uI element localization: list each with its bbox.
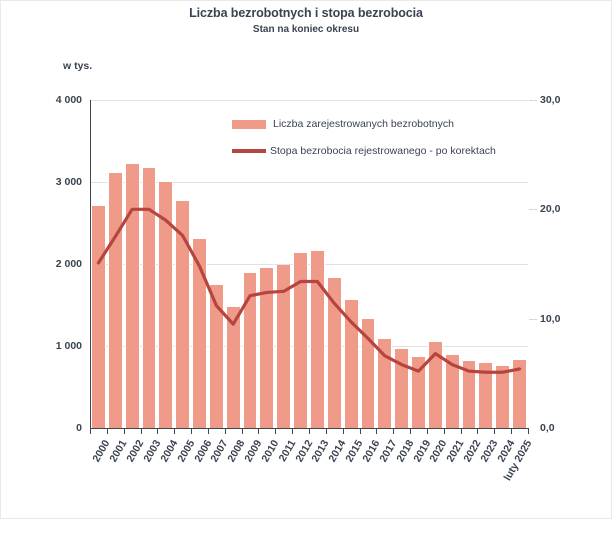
legend-item-bars: Liczba zarejestrowanych bezrobotnych	[232, 118, 496, 130]
x-axis-tick	[224, 428, 226, 434]
x-axis-tick	[174, 428, 176, 434]
x-axis-tick	[410, 428, 412, 434]
x-axis-tick	[359, 428, 361, 434]
x-axis-tick	[191, 428, 193, 434]
bar	[225, 307, 241, 428]
y-axis-left-tick-label: 0	[76, 422, 82, 434]
bar-series	[90, 100, 528, 428]
y-axis-right-tick	[529, 209, 537, 211]
legend-label-line: Stopa bezrobocia rejestrowanego - po kor…	[270, 145, 496, 157]
x-axis-tick	[494, 428, 496, 434]
x-axis-tick	[106, 428, 108, 434]
bar	[461, 361, 477, 428]
legend-label-bars: Liczba zarejestrowanych bezrobotnych	[273, 118, 454, 130]
bar	[175, 200, 191, 428]
x-axis-labels: 2000 2001 2002 2003 2004 2005 2006 2007 2008 2009…	[91, 438, 534, 483]
x-axis-tick	[140, 428, 142, 434]
bar	[192, 238, 207, 428]
gridline	[90, 182, 528, 183]
x-axis-tick	[426, 428, 428, 434]
y-axis-left-line	[90, 100, 91, 429]
x-axis-tick	[309, 428, 310, 434]
bar	[478, 363, 494, 428]
x-axis-tick	[123, 428, 125, 434]
x-axis-tick	[325, 428, 327, 434]
y-axis-right-tick	[529, 100, 537, 101]
x-axis-tick	[511, 428, 513, 434]
x-axis-tick	[393, 428, 395, 434]
x-axis-tick	[275, 428, 277, 434]
x-axis-tick	[460, 428, 462, 434]
y-axis-unit-label: w tys.	[63, 60, 93, 72]
bar	[242, 272, 258, 428]
bar	[377, 339, 393, 428]
bar	[259, 267, 275, 428]
y-axis-right-tick-label: 30,0	[540, 94, 561, 106]
y-axis-left-labels: 0 1 000 2 000 3 000 4 000	[24, 0, 82, 519]
x-axis-tick	[528, 428, 529, 434]
gridline	[90, 100, 528, 101]
bar	[394, 348, 410, 428]
bar	[124, 164, 140, 428]
x-axis-tick	[477, 428, 479, 434]
legend-swatch-line-icon	[232, 149, 266, 153]
legend-swatch-bar-icon	[232, 119, 266, 129]
chart-title: Liczba bezrobotnych i stopa bezrobocia	[189, 6, 423, 20]
bar	[512, 360, 527, 428]
x-axis-tick	[376, 428, 378, 434]
x-axis-tick	[258, 428, 260, 434]
bar	[411, 357, 426, 428]
x-axis-tick	[443, 428, 445, 434]
bar	[495, 366, 511, 428]
plot-area	[90, 100, 528, 428]
legend-item-line: Stopa bezrobocia rejestrowanego - po kor…	[232, 145, 496, 157]
chart-legend: Liczba zarejestrowanych bezrobotnych Sto…	[232, 118, 496, 172]
bar	[208, 284, 224, 428]
gridline	[90, 346, 528, 347]
line-series	[96, 207, 522, 374]
bar	[444, 354, 460, 428]
x-axis-tick	[157, 428, 159, 434]
x-axis-tick	[292, 428, 294, 434]
bar	[91, 206, 106, 428]
bar	[360, 318, 376, 428]
x-axis-tick	[342, 428, 344, 434]
y-axis-right-tick-label: 0,0	[540, 422, 555, 434]
x-axis-tick	[90, 428, 91, 434]
chart-subtitle: Stan na koniec okresu	[252, 24, 360, 35]
y-axis-right-labels: 0,0 10,0 20,0 30,0	[540, 0, 588, 519]
bar	[343, 299, 359, 428]
gridline	[90, 264, 528, 265]
x-axis-tick	[241, 428, 243, 434]
bar	[427, 342, 443, 428]
bar	[141, 167, 157, 428]
x-axis-tick	[207, 428, 209, 434]
y-axis-left-tick-label: 1 000	[55, 340, 82, 352]
bar	[107, 172, 123, 428]
y-axis-right-tick	[529, 318, 537, 320]
bar	[326, 278, 342, 428]
y-axis-right-tick-label: 20,0	[540, 203, 561, 216]
bar	[310, 251, 325, 428]
bar	[293, 252, 308, 428]
y-axis-left-tick-label: 4 000	[55, 94, 82, 106]
y-axis-left-tick-label: 2 000	[55, 258, 82, 270]
bar	[276, 265, 292, 428]
bar	[158, 182, 174, 428]
y-axis-left-tick-label: 3 000	[55, 176, 82, 188]
y-axis-right-tick-label: 10,0	[540, 312, 561, 325]
